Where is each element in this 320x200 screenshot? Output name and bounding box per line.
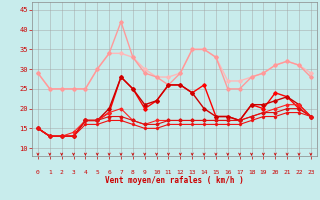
X-axis label: Vent moyen/en rafales ( km/h ): Vent moyen/en rafales ( km/h ) <box>105 176 244 185</box>
